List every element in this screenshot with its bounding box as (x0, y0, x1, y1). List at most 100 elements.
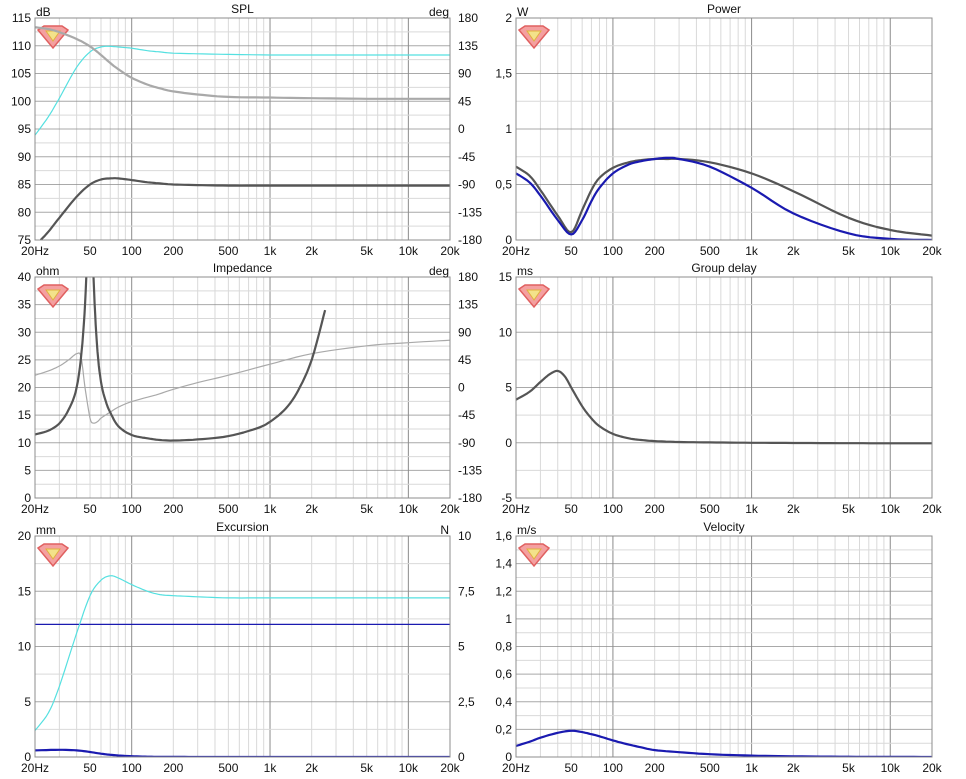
x-tick-label: 10k (399, 502, 419, 516)
y-axis-unit: ms (517, 264, 533, 278)
x-tick-label: 100 (603, 502, 623, 516)
y2-tick-label: -180 (458, 491, 482, 505)
y2-tick-label: -90 (458, 178, 476, 192)
plot-border (34, 535, 451, 758)
x-tick-label: 5k (842, 244, 856, 258)
chart-title: Power (707, 2, 741, 16)
y2-tick-label: 2,5 (458, 695, 475, 709)
x-tick-label: 200 (645, 244, 665, 258)
chart-title: Velocity (703, 520, 744, 534)
y-tick-label: 10 (499, 325, 513, 339)
y-tick-label: 110 (12, 39, 31, 53)
x-tick-label: 20Hz (502, 761, 530, 775)
series-line-2 (39, 177, 450, 240)
y2-tick-label: -45 (458, 150, 476, 164)
chart-impedance: Impedance ohm 0 5 10 15 20 25 30 35 40 deg -180 -135 -… (18, 261, 483, 516)
y-tick-label: 90 (18, 150, 32, 164)
y-tick-label: 0 (24, 491, 31, 505)
x-tick-label: 50 (83, 244, 97, 258)
x-tick-label: 20Hz (502, 244, 530, 258)
chart-group-delay: Group delay ms -5 0 5 10 15 20Hz 50 100 200 500 1k 2k… (499, 261, 943, 516)
y-axis-unit: ohm (36, 264, 59, 278)
series-group (35, 277, 450, 442)
x-tick-label: 500 (218, 244, 238, 258)
x-tick-label: 10k (399, 761, 419, 775)
series-group (516, 156, 932, 240)
x-tick-label: 10k (881, 502, 901, 516)
plot-border (515, 535, 933, 758)
x-tick-label: 20k (440, 502, 460, 516)
y2-tick-label: 135 (458, 298, 478, 312)
y2-tick-label: 10 (458, 529, 472, 543)
series-line-1 (35, 26, 450, 100)
y2-axis-unit: deg (429, 5, 449, 19)
x-tick-label: 10k (399, 244, 419, 258)
series-line-1 (35, 277, 327, 442)
grid (516, 535, 932, 758)
x-tick-label: 1k (264, 761, 278, 775)
chart-title: Impedance (213, 261, 273, 275)
y-tick-label: 0 (505, 233, 512, 247)
y-tick-label: 1,4 (495, 557, 512, 571)
x-tick-label: 20k (922, 502, 942, 516)
plot-border (34, 17, 451, 241)
y2-tick-label: -90 (458, 436, 476, 450)
x-tick-label: 500 (700, 502, 720, 516)
x-tick-label: 2k (787, 244, 801, 258)
grid (35, 17, 450, 241)
x-tick-label: 1k (745, 244, 759, 258)
y2-tick-label: 180 (458, 270, 478, 284)
series-line-0 (516, 157, 932, 237)
y2-tick-label: -180 (458, 233, 482, 247)
x-tick-label: 100 (122, 502, 142, 516)
x-tick-label: 200 (163, 244, 183, 258)
y-tick-label: 5 (24, 695, 31, 709)
x-tick-label: 20k (440, 761, 460, 775)
y-tick-label: 30 (18, 325, 32, 339)
y-tick-label: 20 (18, 529, 32, 543)
y-tick-label: 1,5 (495, 67, 512, 81)
speaker-gem-logo-icon (517, 25, 551, 50)
x-tick-label: 100 (603, 761, 623, 775)
x-tick-label: 100 (122, 244, 142, 258)
x-tick-label: 50 (83, 761, 97, 775)
x-tick-label: 500 (700, 761, 720, 775)
y-axis-unit: dB (36, 5, 51, 19)
x-tick-label: 20k (440, 244, 460, 258)
y-axis-unit: mm (36, 523, 56, 537)
y-tick-label: 1 (505, 122, 512, 136)
y2-axis-unit: deg (429, 264, 449, 278)
y-tick-label: 15 (18, 584, 32, 598)
x-tick-label: 5k (360, 761, 374, 775)
series-group (516, 369, 932, 445)
y2-tick-label: -45 (458, 408, 476, 422)
y2-tick-label: -135 (458, 463, 482, 477)
series-group (35, 575, 450, 757)
chart-velocity: Velocity m/s 0 0,2 0,4 0,6 0,8 1 1,2 1,4 1,6 20Hz 50… (495, 520, 942, 775)
x-tick-label: 1k (264, 502, 278, 516)
y-axis-unit: m/s (517, 523, 536, 537)
y-tick-label: 15 (18, 408, 32, 422)
y-tick-label: 115 (12, 11, 31, 25)
series-line-1 (516, 156, 932, 240)
chart-power: Power W 0 0,5 1 1,5 2 20Hz 50 100 200 500 1k 2k 5k 10k 2… (495, 2, 942, 258)
y2-tick-label: 180 (458, 11, 478, 25)
y2-tick-label: -135 (458, 205, 482, 219)
x-tick-label: 1k (745, 761, 759, 775)
x-tick-label: 20Hz (21, 761, 49, 775)
y2-tick-label: 90 (458, 325, 472, 339)
y-tick-label: 25 (18, 353, 32, 367)
y-tick-label: 5 (505, 381, 512, 395)
grid (35, 535, 450, 758)
y-tick-label: 5 (24, 463, 31, 477)
x-tick-label: 200 (645, 761, 665, 775)
y-tick-label: 0 (505, 436, 512, 450)
chart-spl: SPL dB 75 80 85 90 95 100 105 110 115 deg -180 -135 -9… (11, 2, 482, 258)
x-tick-label: 200 (163, 761, 183, 775)
chart-title: Excursion (216, 520, 269, 534)
plot-border (34, 276, 451, 499)
y-tick-label: 0,8 (495, 640, 512, 654)
y-tick-label: 100 (11, 94, 31, 108)
chart-title: SPL (231, 2, 254, 16)
